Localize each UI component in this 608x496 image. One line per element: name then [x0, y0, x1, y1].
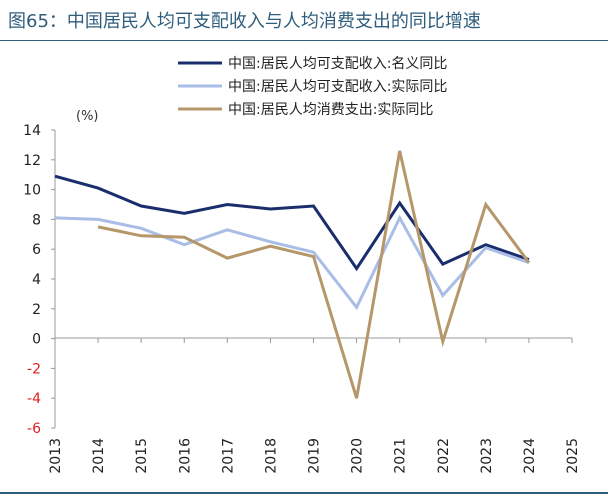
x-tick-label: 2016 [177, 438, 193, 474]
y-unit-label: (%) [76, 109, 99, 124]
x-tick-label: 2019 [307, 438, 323, 474]
title-bar: 图65：中国居民人均可支配收入与人均消费支出的同比增速 [0, 0, 608, 41]
bottom-rule [0, 492, 608, 494]
legend: 中国:居民人均可支配收入:名义同比中国:居民人均可支配收入:实际同比中国:居民人… [178, 56, 447, 118]
legend-label-2: 中国:居民人均可支配收入:实际同比 [228, 79, 447, 95]
legend-label-3: 中国:居民人均消费支出:实际同比 [228, 102, 433, 118]
x-tick-label: 2021 [393, 438, 409, 474]
x-tick-label: 2023 [479, 438, 495, 474]
x-tick-label: 2025 [565, 438, 581, 474]
series-lines [54, 150, 531, 399]
y-tick-label: 6 [32, 242, 41, 258]
x-tick-label: 2022 [436, 438, 452, 474]
y-tick-label: 12 [23, 153, 41, 169]
y-tick-label: 0 [32, 332, 41, 348]
y-tick-label: 4 [32, 272, 41, 288]
series-line-1 [54, 174, 530, 272]
y-tick-label: 2 [32, 302, 41, 318]
x-tick-label: 2020 [350, 438, 366, 474]
x-tick-label: 2017 [220, 438, 236, 474]
x-tick-label: 2013 [48, 438, 64, 474]
y-tick-label: -2 [27, 361, 41, 377]
figure-title: 图65：中国居民人均可支配收入与人均消费支出的同比增速 [8, 11, 481, 32]
axes: -6 -4 -2 0 2 4 6 8 10 12 14 2013 2014 2015 2016 2017 201… [23, 123, 581, 474]
x-tick-label: 2015 [134, 438, 150, 474]
y-tick-label: -4 [27, 391, 41, 407]
x-tick-label: 2018 [263, 438, 279, 474]
x-tick-label: 2024 [522, 438, 538, 474]
series-line-2 [54, 214, 530, 311]
y-tick-label: 10 [23, 183, 41, 199]
y-tick-label: 14 [23, 123, 41, 139]
y-tick-label: -6 [27, 421, 41, 437]
legend-label-1: 中国:居民人均可支配收入:名义同比 [228, 56, 447, 72]
x-tick-label: 2014 [91, 438, 107, 474]
series-line-3 [97, 150, 531, 399]
y-tick-label: 8 [32, 212, 41, 228]
